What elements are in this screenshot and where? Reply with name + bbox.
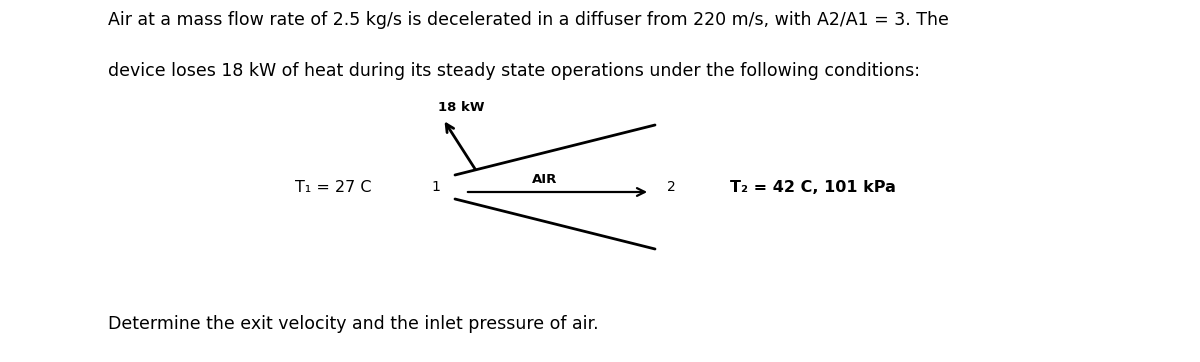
Text: Air at a mass flow rate of 2.5 kg/s is decelerated in a diffuser from 220 m/s, w: Air at a mass flow rate of 2.5 kg/s is d… [108,11,949,29]
Text: 2: 2 [667,180,676,194]
Text: 1: 1 [431,180,440,194]
Text: T₁ = 27 C: T₁ = 27 C [295,180,372,194]
Text: 18 kW: 18 kW [438,101,485,114]
Text: AIR: AIR [533,173,558,186]
Text: device loses 18 kW of heat during its steady state operations under the followin: device loses 18 kW of heat during its st… [108,62,920,80]
Text: Determine the exit velocity and the inlet pressure of air.: Determine the exit velocity and the inle… [108,315,599,333]
Text: T₂ = 42 C, 101 kPa: T₂ = 42 C, 101 kPa [730,180,896,194]
